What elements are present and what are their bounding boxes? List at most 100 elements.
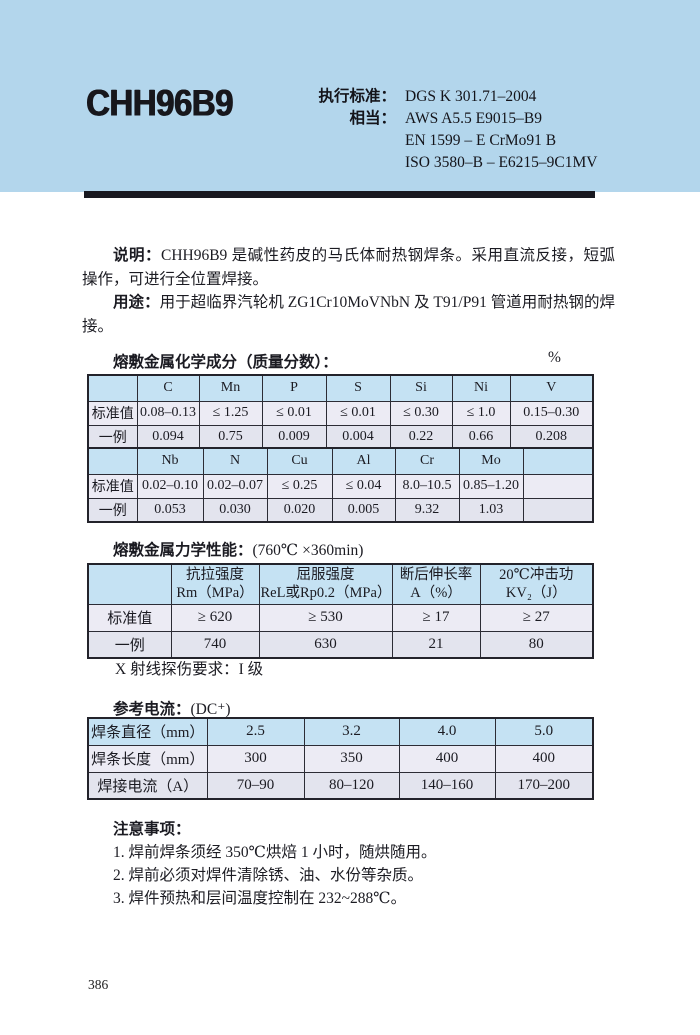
cell: P — [261, 374, 327, 402]
cell: ≤ 0.01 — [261, 400, 327, 426]
page-number: 386 — [88, 977, 109, 992]
spacer — [310, 130, 396, 152]
cell: ≥ 17 — [391, 603, 481, 632]
cell: 0.02–0.07 — [202, 473, 268, 499]
spacer — [310, 152, 396, 174]
cell: ≤ 0.30 — [389, 400, 453, 426]
header-line: 抗拉强度 — [186, 567, 244, 584]
chemistry-title-suffix: （质量分数）： — [237, 354, 338, 371]
equivalent-value-1: AWS A5.5 E9015–B9 — [405, 110, 542, 127]
cell: 一例 — [87, 630, 172, 659]
header-divider-bar — [84, 191, 595, 198]
note-item: 2. 焊前必须对焊件清除锈、油、水份等杂质。 — [113, 867, 424, 884]
cell: 0.020 — [266, 497, 333, 523]
cell: Nb — [136, 447, 204, 475]
cell: ≤ 1.25 — [198, 400, 263, 426]
standard-value: DGS K 301.71–2004 — [405, 88, 537, 105]
chemistry-table-2: Nb N Cu Al Cr Mo 标准值 0.02–0.10 0.02–0.07… — [87, 447, 594, 523]
cell: 80 — [479, 630, 594, 659]
cell: 350 — [303, 744, 400, 773]
current-title-suffix: (DC⁺) — [190, 701, 231, 718]
length-row: 焊条长度（mm） 300 350 400 400 — [87, 744, 594, 773]
usage-paragraph: 用途：用于超临界汽轮机 ZG1Cr10MoVNbN 及 T91/P91 管道用耐… — [82, 291, 615, 338]
cell: 740 — [170, 630, 260, 659]
chemistry-unit: % — [548, 349, 561, 366]
equivalent-value-2: EN 1599 – E CrMo91 B — [405, 132, 557, 149]
mech-header-row: 抗拉强度 Rm（MPa） 屈服强度 ReL或Rp0.2（MPa） 断后伸长率 A（%）… — [87, 563, 594, 605]
chem1-header-row: C Mn P S Si Ni V — [87, 374, 594, 402]
cell: 0.005 — [331, 497, 396, 523]
header-line: 屈服强度 — [296, 567, 355, 584]
cell: 630 — [258, 630, 393, 659]
header-line: 断后伸长率 — [399, 567, 473, 584]
cell — [522, 497, 594, 523]
equivalent-value-3: ISO 3580–B – E6215–9C1MV — [405, 154, 598, 171]
standards-block: 执行标准： DGS K 301.71–2004 相当： AWS A5.5 E90… — [310, 86, 597, 174]
cell: 9.32 — [394, 497, 460, 523]
header-band — [0, 0, 700, 192]
usage-label: 用途： — [113, 294, 160, 311]
cell: 300 — [206, 744, 305, 773]
current-table: 焊条直径（mm） 2.5 3.2 4.0 5.0 焊条长度（mm） 300 35… — [87, 717, 594, 800]
chem2-header-row: Nb N Cu Al Cr Mo — [87, 447, 594, 475]
chem2-standard-row: 标准值 0.02–0.10 0.02–0.07 ≤ 0.25 ≤ 0.04 8.… — [87, 473, 594, 499]
mechanical-table: 抗拉强度 Rm（MPa） 屈服强度 ReL或Rp0.2（MPa） 断后伸长率 A（%）… — [87, 563, 594, 659]
equivalent-label: 相当： — [349, 110, 396, 127]
cell: 0.08–0.13 — [136, 400, 200, 426]
xray-note: X 射线探伤要求：I 级 — [115, 661, 264, 678]
description-text: CHH96B9 是碱性药皮的马氏体耐热钢焊条。采用直流反接，短弧操作，可进行全位… — [82, 247, 615, 288]
cell: 0.02–0.10 — [136, 473, 204, 499]
chemistry-table-1: C Mn P S Si Ni V 标准值 0.08–0.13 ≤ 1.25 ≤ … — [87, 374, 594, 450]
header-line: A（%） — [410, 585, 462, 602]
cell: 3.2 — [303, 717, 400, 746]
cell: 0.004 — [325, 424, 391, 450]
cell: 0.094 — [136, 424, 200, 450]
cell: 0.85–1.20 — [458, 473, 524, 499]
cell: C — [136, 374, 200, 402]
cell — [87, 563, 172, 605]
current-row: 焊接电流（A） 70–90 80–120 140–160 170–200 — [87, 771, 594, 800]
cell: N — [202, 447, 268, 475]
diameter-row: 焊条直径（mm） 2.5 3.2 4.0 5.0 — [87, 717, 594, 746]
cell: 抗拉强度 Rm（MPa） — [170, 563, 260, 605]
cell: 焊条直径（mm） — [87, 717, 208, 746]
cell: Mo — [458, 447, 524, 475]
cell: 标准值 — [87, 400, 138, 426]
cell: ≥ 620 — [170, 603, 260, 632]
header-line: KV₂（J） — [505, 585, 567, 602]
mech-example-row: 一例 740 630 21 80 — [87, 630, 594, 659]
cell: 0.75 — [198, 424, 263, 450]
cell: 5.0 — [494, 717, 594, 746]
cell: 焊条长度（mm） — [87, 744, 208, 773]
cell: 4.0 — [398, 717, 496, 746]
cell: 标准值 — [87, 473, 138, 499]
product-model-title: CHH96B9 — [86, 82, 233, 124]
cell: 断后伸长率 A（%） — [391, 563, 481, 605]
current-section-title: 参考电流：(DC⁺) — [113, 697, 231, 719]
mechanical-title-bold: 熔敷金属力学性能： — [113, 542, 253, 559]
usage-text: 用于超临界汽轮机 ZG1Cr10MoVNbN 及 T91/P91 管道用耐热钢的… — [82, 294, 615, 335]
cell: 0.66 — [451, 424, 511, 450]
cell — [87, 374, 138, 402]
cell: 140–160 — [398, 771, 496, 800]
cell: 2.5 — [206, 717, 305, 746]
cell: Cr — [394, 447, 460, 475]
cell: ≥ 530 — [258, 603, 393, 632]
cell: Mn — [198, 374, 263, 402]
cell: 一例 — [87, 497, 138, 523]
standard-label: 执行标准： — [318, 88, 396, 105]
cell — [522, 473, 594, 499]
cell: 21 — [391, 630, 481, 659]
cell: 170–200 — [494, 771, 594, 800]
notes-title: 注意事项： — [113, 821, 191, 838]
cell: 400 — [494, 744, 594, 773]
mechanical-section-title: 熔敷金属力学性能：(760℃ ×360min) — [113, 538, 363, 560]
cell: 标准值 — [87, 603, 172, 632]
cell: 一例 — [87, 424, 138, 450]
description-label: 说明： — [113, 247, 161, 264]
cell: ≤ 0.01 — [325, 400, 391, 426]
chemistry-title-bold: 熔敷金属化学成分 — [113, 354, 238, 371]
chem2-example-row: 一例 0.053 0.030 0.020 0.005 9.32 1.03 — [87, 497, 594, 523]
mech-standard-row: 标准值 ≥ 620 ≥ 530 ≥ 17 ≥ 27 — [87, 603, 594, 632]
description-block: 说明：CHH96B9 是碱性药皮的马氏体耐热钢焊条。采用直流反接，短弧操作，可进… — [82, 244, 615, 338]
